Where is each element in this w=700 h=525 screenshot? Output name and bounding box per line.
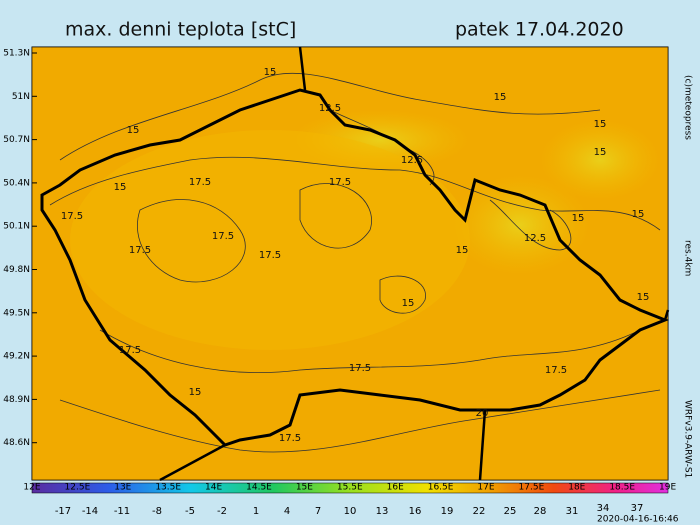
contour bbox=[49, 156, 661, 231]
contour-label: 17.5 bbox=[259, 250, 281, 261]
colorbar-label: 13 bbox=[376, 506, 389, 517]
lat-label: 49.8N bbox=[3, 265, 30, 275]
lon-label: 18.5E bbox=[609, 483, 635, 493]
colorbar-label: 10 bbox=[344, 506, 357, 517]
lon-label: 17.5E bbox=[519, 483, 545, 493]
lon-label: 19E bbox=[659, 483, 676, 493]
contours bbox=[49, 72, 661, 453]
colorbar-label: 4 bbox=[284, 506, 290, 517]
copyright: (c)meteopress bbox=[683, 75, 693, 140]
contour-label: 15 bbox=[189, 387, 202, 398]
colorbar-label: 19 bbox=[441, 506, 454, 517]
date: patek 17.04.2020 bbox=[455, 19, 624, 41]
contour-label: 15 bbox=[127, 125, 140, 136]
contour bbox=[99, 329, 641, 373]
colorbar-label: 1 bbox=[253, 506, 259, 517]
lat-label: 51N bbox=[12, 92, 30, 102]
neighbour-border bbox=[159, 46, 670, 482]
lat-label: 48.9N bbox=[3, 395, 30, 405]
contour-label: 15 bbox=[264, 67, 277, 78]
contour-label: 15 bbox=[637, 292, 650, 303]
colorbar-label: 22 bbox=[473, 506, 486, 517]
contour-label: 15 bbox=[572, 213, 585, 224]
lon-label: 16E bbox=[387, 483, 404, 493]
lon-label: 12E bbox=[23, 483, 40, 493]
colorbar-label: 28 bbox=[534, 506, 547, 517]
warm-region bbox=[70, 130, 470, 350]
contour-label: 15 bbox=[456, 245, 469, 256]
contour-label: 20 bbox=[476, 408, 489, 419]
colorbar-label: -5 bbox=[185, 506, 195, 517]
lat-label: 49.5N bbox=[3, 308, 30, 318]
title: max. denni teplota [stC] bbox=[65, 19, 296, 41]
lon-label: 14.5E bbox=[246, 483, 272, 493]
colorbar-label: -17 bbox=[55, 506, 71, 517]
contour-label: 12.5 bbox=[319, 103, 341, 114]
contour-label: 17.5 bbox=[61, 211, 83, 222]
contour-label: 15 bbox=[494, 92, 507, 103]
model: WRFv3.9-ARW-S1 bbox=[683, 400, 693, 478]
colorbar bbox=[31, 482, 669, 494]
colorbar-label: 16 bbox=[409, 506, 422, 517]
lon-label: 13.5E bbox=[155, 483, 181, 493]
contour-label: 17.5 bbox=[189, 177, 211, 188]
contour-label: 15 bbox=[632, 209, 645, 220]
colorbar-label: 37 bbox=[631, 503, 644, 514]
lon-label: 12.5E bbox=[65, 483, 91, 493]
colorbar-label: 7 bbox=[315, 506, 321, 517]
contour-label: 17.5 bbox=[545, 365, 567, 376]
resolution: res.4km bbox=[683, 240, 693, 276]
colorbar-label: 31 bbox=[566, 506, 579, 517]
country-border bbox=[40, 88, 670, 447]
contour-label: 17.5 bbox=[349, 363, 371, 374]
lon-label: 15E bbox=[296, 483, 313, 493]
lat-label: 48.6N bbox=[3, 438, 30, 448]
contour-label: 17.5 bbox=[212, 231, 234, 242]
colorbar-label: -14 bbox=[82, 506, 98, 517]
colorbar-label: -11 bbox=[114, 506, 130, 517]
lat-label: 50.4N bbox=[3, 178, 30, 188]
timestamp: 2020-04-16-16:46 bbox=[597, 515, 679, 525]
lon-label: 17E bbox=[477, 483, 494, 493]
lon-label: 18E bbox=[568, 483, 585, 493]
lat-label: 51.3N bbox=[3, 49, 30, 59]
contour-label: 17.5 bbox=[279, 433, 301, 444]
contour bbox=[59, 389, 661, 453]
contour-label: 12.5 bbox=[401, 155, 423, 166]
contour-label: 15 bbox=[402, 298, 415, 309]
lon-label: 14E bbox=[205, 483, 222, 493]
contour bbox=[137, 199, 246, 283]
lon-label: 13E bbox=[114, 483, 131, 493]
contour-label: 15 bbox=[594, 147, 607, 158]
lat-label: 50.7N bbox=[3, 135, 30, 145]
colorbar-label: 34 bbox=[597, 503, 610, 514]
colorbar-label: -2 bbox=[217, 506, 227, 517]
cool-region bbox=[540, 120, 660, 200]
lon-label: 15.5E bbox=[337, 483, 363, 493]
colorbar-label: -8 bbox=[152, 506, 162, 517]
contour-label: 15 bbox=[594, 119, 607, 130]
contour-label: 15 bbox=[114, 182, 127, 193]
contour-label: 12.5 bbox=[524, 233, 546, 244]
contour bbox=[489, 199, 572, 251]
contour bbox=[379, 275, 426, 314]
lat-label: 50.1N bbox=[3, 222, 30, 232]
lon-label: 16.5E bbox=[428, 483, 454, 493]
contour bbox=[299, 183, 372, 249]
contour-label: 17.5 bbox=[119, 345, 141, 356]
contour-label: 17.5 bbox=[129, 245, 151, 256]
colorbar-label: 25 bbox=[504, 506, 517, 517]
lat-label: 49.2N bbox=[3, 352, 30, 362]
contour bbox=[59, 72, 601, 161]
contour-label: 17.5 bbox=[329, 177, 351, 188]
